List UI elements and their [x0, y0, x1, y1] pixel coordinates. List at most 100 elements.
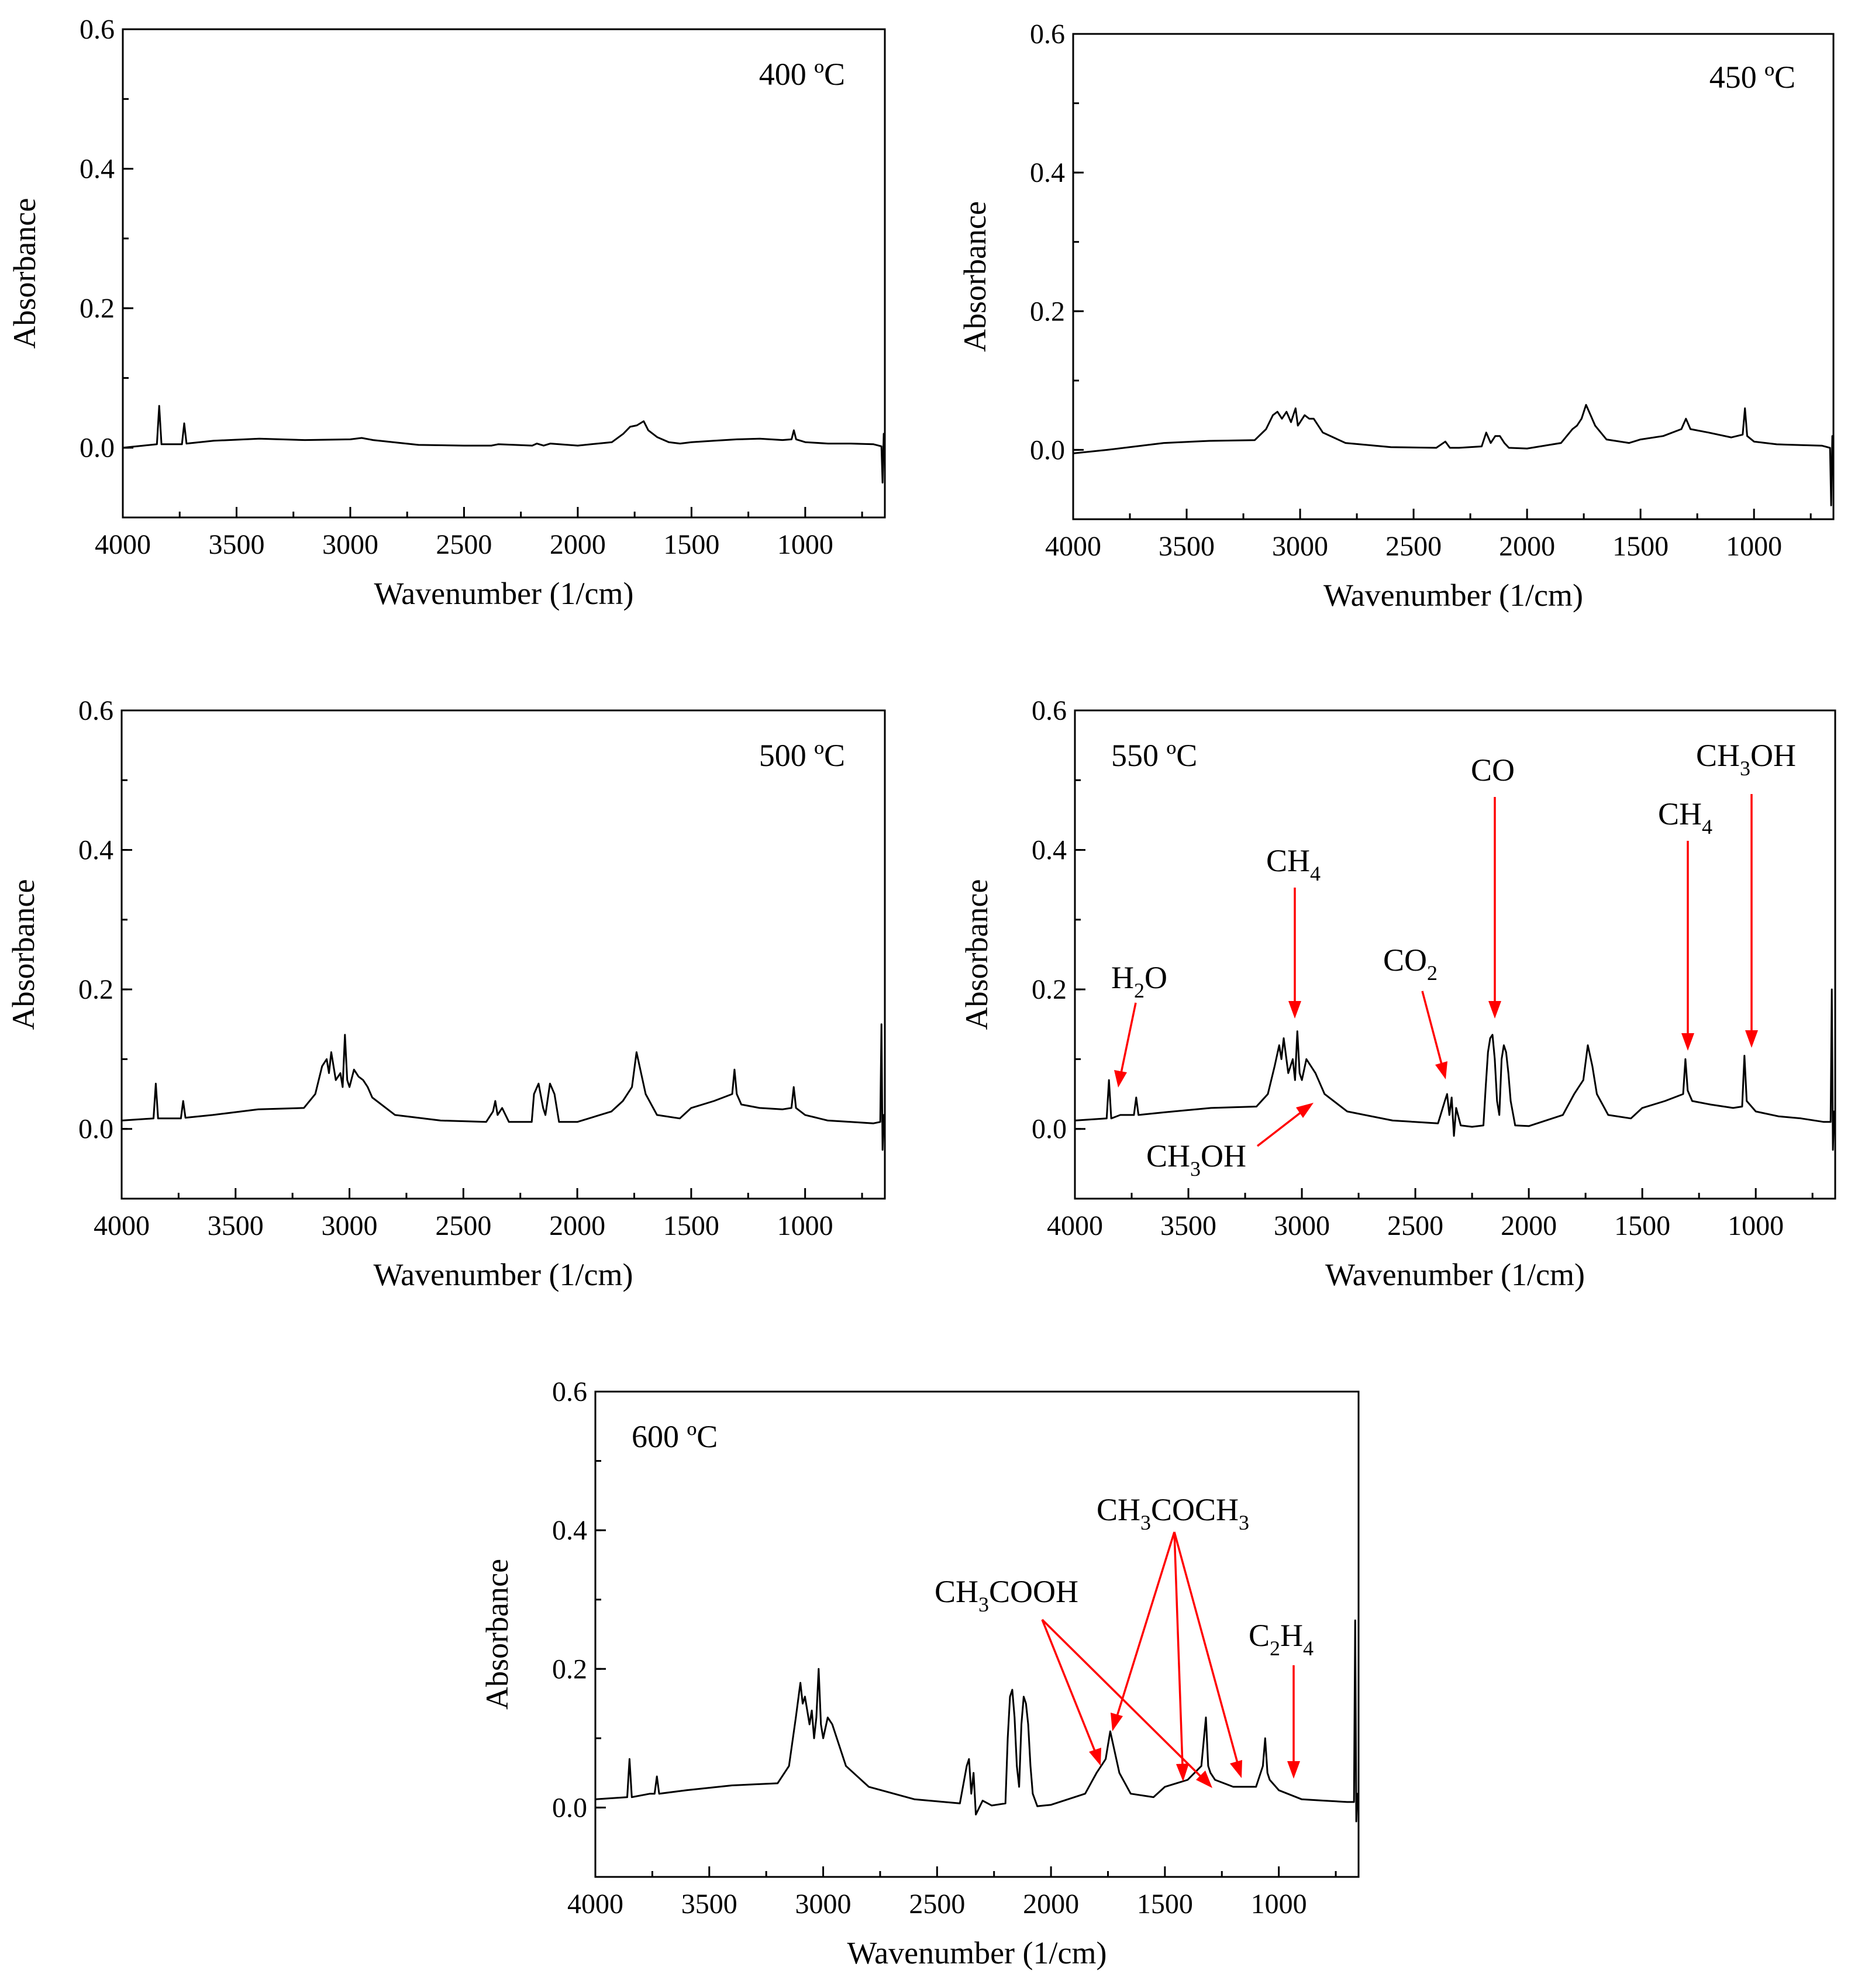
x-tick-label-450: 3000 — [1272, 531, 1328, 562]
x-tick-label-500: 3000 — [322, 1210, 378, 1241]
x-tick-label-550: 3500 — [1160, 1210, 1216, 1241]
x-tick-label-600: 1000 — [1251, 1889, 1307, 1920]
y-tick-label-400: 0.0 — [80, 433, 115, 464]
annotation-ch3oh-1030: CH3OH — [1696, 738, 1796, 780]
x-tick-label-600: 4000 — [567, 1889, 623, 1920]
x-tick-label-550: 4000 — [1047, 1210, 1103, 1241]
panel-400: 4000 3500 3000 2500 2000 1500 1000 0.0 0.2 0.4 0.6… — [7, 14, 886, 611]
panel-600: 4000 3500 3000 2500 2000 1500 1000 0.0 0.2 0.4 0.6… — [480, 1376, 1360, 1970]
temperature-label-550: 550 ºC — [1111, 738, 1197, 773]
spectrum-line-400 — [122, 405, 886, 484]
y-tick-label-550: 0.2 — [1032, 974, 1067, 1005]
y-tick-label-500: 0.2 — [78, 974, 113, 1005]
panel-500: 4000 3500 3000 2500 2000 1500 1000 0.0 0.2 0.4 0.6… — [6, 695, 886, 1292]
x-tick-label-600: 2000 — [1023, 1889, 1079, 1920]
plot-frame-600 — [594, 1390, 1360, 1878]
arrow-ch3coch3-1740 — [1111, 1531, 1176, 1731]
x-tick-label-400: 2500 — [436, 529, 492, 560]
y-tick-label-450: 0.6 — [1030, 19, 1065, 50]
y-axis-title-400: Absorbance — [7, 198, 42, 349]
y-tick-label-500: 0.6 — [78, 695, 113, 726]
x-tick-label-400: 4000 — [95, 529, 151, 560]
panel-550: 4000 3500 3000 2500 2000 1500 1000 0.0 0.2 0.4 0.6… — [959, 695, 1836, 1292]
arrow-ch3cooh-1780 — [1041, 1619, 1101, 1766]
x-axis-title-600: Wavenumber (1/cm) — [847, 1935, 1107, 1970]
arrow-co — [1488, 797, 1501, 1019]
x-tick-label-550: 1000 — [1728, 1210, 1784, 1241]
plot-frame-500 — [120, 709, 886, 1200]
plot-frame-400 — [122, 28, 886, 519]
y-tick-label-600: 0.0 — [552, 1792, 587, 1823]
panel-450: 4000 3500 3000 2500 2000 1500 1000 0.0 0.2 0.4 0.6… — [957, 19, 1835, 613]
x-tick-label-450: 4000 — [1045, 531, 1101, 562]
arrow-ch3oh-1030 — [1745, 794, 1758, 1048]
arrow-co2 — [1421, 990, 1447, 1079]
x-tick-label-400: 2000 — [550, 529, 606, 560]
temperature-label-400: 400 ºC — [759, 57, 845, 92]
x-tick-label-600: 3500 — [681, 1889, 737, 1920]
y-tick-label-450: 0.2 — [1030, 296, 1065, 327]
annotation-co2: CO2 — [1383, 943, 1438, 985]
y-tick-label-500: 0.4 — [78, 835, 113, 866]
plot-frame-550 — [1074, 709, 1836, 1200]
spectrum-line-450 — [1073, 403, 1835, 506]
y-axis-title-500: Absorbance — [6, 879, 41, 1030]
x-tick-label-400: 1000 — [777, 529, 833, 560]
y-tick-label-400: 0.6 — [80, 14, 115, 45]
arrow-ch3cooh-1330 — [1041, 1618, 1212, 1788]
x-tick-label-450: 1000 — [1726, 531, 1782, 562]
temperature-label-600: 600 ºC — [632, 1419, 718, 1454]
y-tick-label-450: 0.4 — [1030, 157, 1065, 188]
arrow-h2o — [1114, 1002, 1137, 1088]
x-axis-title-550: Wavenumber (1/cm) — [1325, 1257, 1585, 1292]
y-tick-label-550: 0.6 — [1032, 695, 1067, 726]
x-tick-label-400: 3000 — [322, 529, 378, 560]
y-tick-label-550: 0.0 — [1032, 1114, 1067, 1145]
x-tick-label-500: 2000 — [549, 1210, 605, 1241]
x-tick-label-550: 1500 — [1614, 1210, 1670, 1241]
x-tick-label-450: 2500 — [1385, 531, 1442, 562]
spectrum-line-500 — [121, 1023, 886, 1151]
arrow-ch3coch3-1220 — [1173, 1531, 1242, 1778]
x-tick-label-500: 4000 — [94, 1210, 150, 1241]
x-tick-label-550: 3000 — [1274, 1210, 1330, 1241]
x-tick-label-450: 1500 — [1612, 531, 1669, 562]
annotation-ch3oh-2950: CH3OH — [1146, 1138, 1246, 1181]
annotation-ch3coch3: CH3COCH3 — [1097, 1492, 1249, 1534]
x-tick-label-600: 2500 — [909, 1889, 965, 1920]
x-tick-label-450: 3500 — [1159, 531, 1215, 562]
annotation-h2o: H2O — [1111, 960, 1167, 1002]
x-tick-label-550: 2000 — [1501, 1210, 1557, 1241]
x-tick-label-600: 3000 — [795, 1889, 852, 1920]
annotation-ch4-3000: CH4 — [1266, 843, 1321, 885]
annotation-co: CO — [1471, 753, 1515, 788]
arrow-c2h4 — [1287, 1665, 1300, 1779]
annotation-ch3cooh: CH3COOH — [935, 1574, 1078, 1616]
x-tick-label-500: 2500 — [435, 1210, 491, 1241]
x-tick-label-500: 1000 — [777, 1210, 833, 1241]
panel-600-annotations: CH3COOH CH3COCH3 C2H4 — [935, 1492, 1314, 1788]
y-tick-label-600: 0.6 — [552, 1376, 587, 1407]
temperature-label-500: 500 ºC — [759, 738, 845, 773]
panel-550-annotations: H2O CH4 CO2 CO CH4 CH3OH CH3OH — [1111, 738, 1796, 1181]
arrow-ch4-1300 — [1681, 841, 1694, 1051]
plot-frame-450 — [1072, 33, 1835, 520]
spectrum-line-550 — [1074, 988, 1836, 1151]
y-tick-label-400: 0.2 — [80, 293, 115, 324]
x-tick-label-400: 1500 — [663, 529, 719, 560]
temperature-label-450: 450 ºC — [1709, 60, 1795, 95]
arrow-ch4-3000 — [1288, 888, 1301, 1019]
arrow-ch3coch3-1450 — [1173, 1531, 1189, 1782]
x-tick-label-400: 3500 — [208, 529, 264, 560]
x-tick-label-450: 2000 — [1499, 531, 1555, 562]
arrow-ch3oh-2950 — [1256, 1103, 1314, 1147]
x-tick-label-500: 1500 — [663, 1210, 719, 1241]
annotation-c2h4: C2H4 — [1249, 1618, 1314, 1660]
y-tick-label-450: 0.0 — [1030, 434, 1065, 465]
x-tick-label-550: 2500 — [1387, 1210, 1443, 1241]
x-tick-label-500: 3500 — [208, 1210, 264, 1241]
y-axis-title-600: Absorbance — [480, 1559, 515, 1710]
y-tick-label-550: 0.4 — [1032, 835, 1067, 866]
x-axis-title-500: Wavenumber (1/cm) — [374, 1257, 633, 1292]
